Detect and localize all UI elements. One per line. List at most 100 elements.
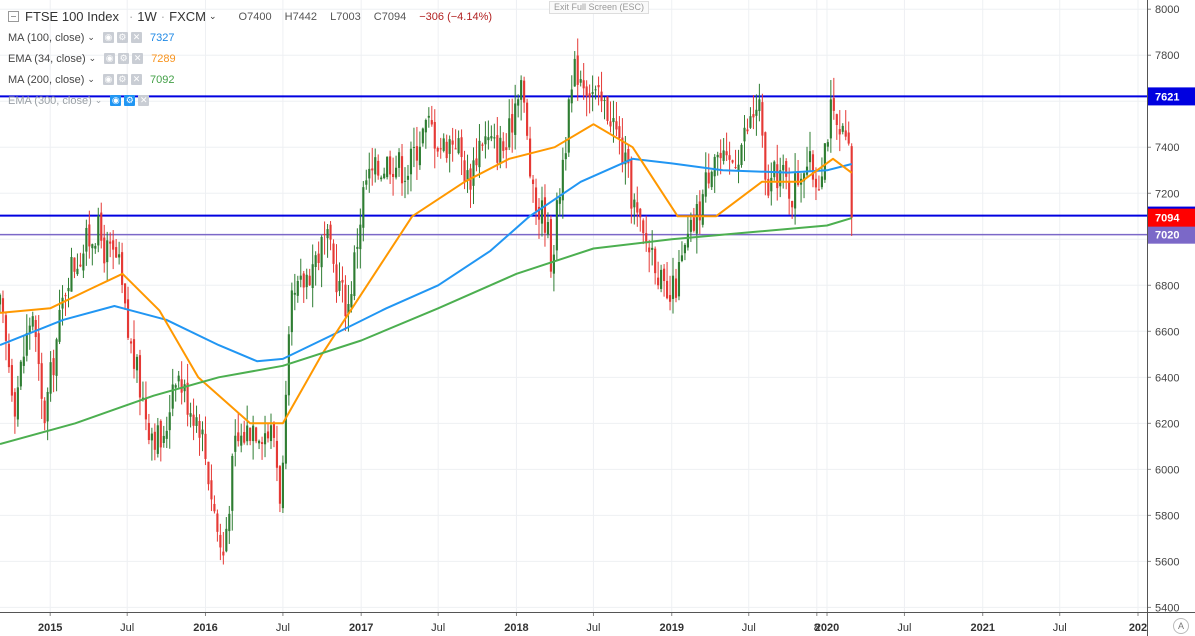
candle-body — [671, 275, 675, 299]
chart-legend: FTSE 100 Index · 1W · FXCM ⌄ O7400 H7442… — [8, 6, 502, 111]
ma200-line[interactable] — [0, 217, 852, 445]
close-icon[interactable]: ✕ — [132, 53, 144, 64]
horizontal-lines[interactable] — [0, 95, 1147, 236]
candle-body — [481, 144, 484, 146]
ma100-line[interactable] — [0, 157, 852, 363]
candle-body — [400, 156, 404, 184]
candle-body — [660, 269, 663, 289]
candle-body — [534, 187, 538, 211]
candle-body — [19, 361, 22, 387]
candle-body — [70, 257, 73, 292]
candle-body — [594, 89, 597, 91]
candle-body — [109, 241, 112, 244]
close-icon[interactable]: ✕ — [138, 95, 150, 106]
candle-body — [779, 170, 782, 187]
auto-scale-button[interactable]: A — [1173, 618, 1189, 634]
indicator-value: 7092 — [149, 73, 175, 86]
settings-icon[interactable]: ⚙ — [116, 74, 128, 85]
candle-body — [588, 93, 591, 98]
close-icon[interactable]: ✕ — [130, 74, 142, 85]
y-tick-label: 6000 — [1155, 464, 1179, 476]
candle-body — [624, 152, 627, 165]
indicator-row[interactable]: MA (100, close) ⌄ ◉ ⚙ ✕ 7327 — [8, 27, 502, 48]
candle-body — [817, 189, 821, 191]
eye-icon[interactable]: ◉ — [110, 95, 122, 106]
candle-body — [386, 156, 389, 178]
candle-body — [802, 173, 806, 182]
ema34-line[interactable] — [0, 123, 853, 425]
candle-body — [10, 365, 13, 396]
candle-body — [743, 127, 746, 142]
candle-body — [374, 157, 377, 175]
candle-body — [0, 294, 2, 305]
candle-body — [755, 109, 758, 116]
collapse-legend-icon[interactable] — [8, 11, 19, 22]
time-axis[interactable]: 2015 Jul 2016 Jul 2017 Jul 2018 Jul 2019 Jul 82020… — [0, 612, 1195, 634]
candle-body — [225, 528, 228, 552]
source-label[interactable]: FXCM — [169, 9, 206, 24]
candle-body — [362, 187, 365, 228]
indicator-row[interactable]: EMA (300, close) ⌄ ◉ ⚙ ✕ — [8, 90, 502, 111]
candle-body — [847, 132, 850, 144]
eye-icon[interactable]: ◉ — [102, 74, 114, 85]
settings-icon[interactable]: ⚙ — [118, 53, 130, 64]
chevron-down-icon[interactable]: ⌄ — [87, 32, 95, 42]
candle-body — [424, 119, 427, 133]
candle-body — [397, 152, 401, 168]
candle-body — [421, 128, 424, 144]
candle-body — [177, 375, 180, 382]
eye-icon[interactable]: ◉ — [102, 32, 114, 43]
candle-body — [132, 339, 136, 369]
indicator-label[interactable]: MA (100, close) — [8, 31, 85, 44]
candle-body — [529, 138, 532, 177]
candle-body — [657, 277, 660, 286]
chevron-down-icon[interactable]: ⌄ — [87, 74, 95, 84]
price-label: 7020 — [1155, 230, 1179, 242]
settings-icon[interactable]: ⚙ — [116, 32, 128, 43]
indicator-row[interactable]: MA (200, close) ⌄ ◉ ⚙ ✕ 7092 — [8, 69, 502, 90]
candle-body — [725, 151, 728, 156]
indicator-label[interactable]: MA (200, close) — [8, 73, 85, 86]
symbol-name[interactable]: FTSE 100 Index — [25, 9, 119, 24]
settings-icon[interactable]: ⚙ — [124, 95, 136, 106]
candle-body — [40, 363, 43, 399]
indicator-row[interactable]: EMA (34, close) ⌄ ◉ ⚙ ✕ 7289 — [8, 48, 502, 69]
candle-body — [734, 167, 737, 169]
indicator-lines — [0, 123, 853, 445]
interval-label[interactable]: 1W — [137, 9, 157, 24]
candle-body — [689, 219, 692, 232]
candle-body — [490, 136, 493, 139]
candle-body — [758, 99, 761, 112]
close-icon[interactable]: ✕ — [130, 32, 142, 43]
candle-body — [576, 55, 579, 85]
y-tick-label: 6800 — [1155, 280, 1179, 292]
candle-body — [677, 262, 681, 297]
candle-body — [266, 431, 270, 439]
candle-body — [305, 274, 308, 288]
price-axis[interactable]: 5400560058006000620064006600680070007200… — [1147, 0, 1195, 636]
candle-body — [814, 178, 818, 188]
chevron-down-icon[interactable]: ⌄ — [94, 95, 103, 105]
y-tick-label: 8000 — [1155, 4, 1179, 16]
candle-body — [165, 430, 168, 439]
chevron-down-icon[interactable]: ⌄ — [208, 11, 217, 21]
x-tick-label: 2019 — [659, 622, 683, 634]
exit-fullscreen-button[interactable]: Exit Full Screen (ESC) — [549, 1, 650, 14]
candle-body — [326, 229, 329, 239]
y-tick-label: 7800 — [1155, 50, 1179, 62]
candle-body — [811, 154, 815, 180]
indicator-label[interactable]: EMA (300, close) — [8, 94, 92, 107]
indicator-label[interactable]: EMA (34, close) — [8, 52, 86, 65]
eye-icon[interactable]: ◉ — [104, 53, 116, 64]
candle-body — [359, 224, 362, 250]
chevron-down-icon[interactable]: ⌄ — [88, 53, 97, 63]
candle-body — [570, 89, 573, 104]
candlestick-series — [0, 38, 853, 565]
candle-body — [663, 268, 666, 282]
x-tick-label: 2016 — [193, 622, 217, 634]
candle-body — [389, 156, 392, 175]
candle-body — [228, 513, 231, 532]
candle-body — [317, 253, 320, 264]
candle-body — [263, 433, 267, 445]
